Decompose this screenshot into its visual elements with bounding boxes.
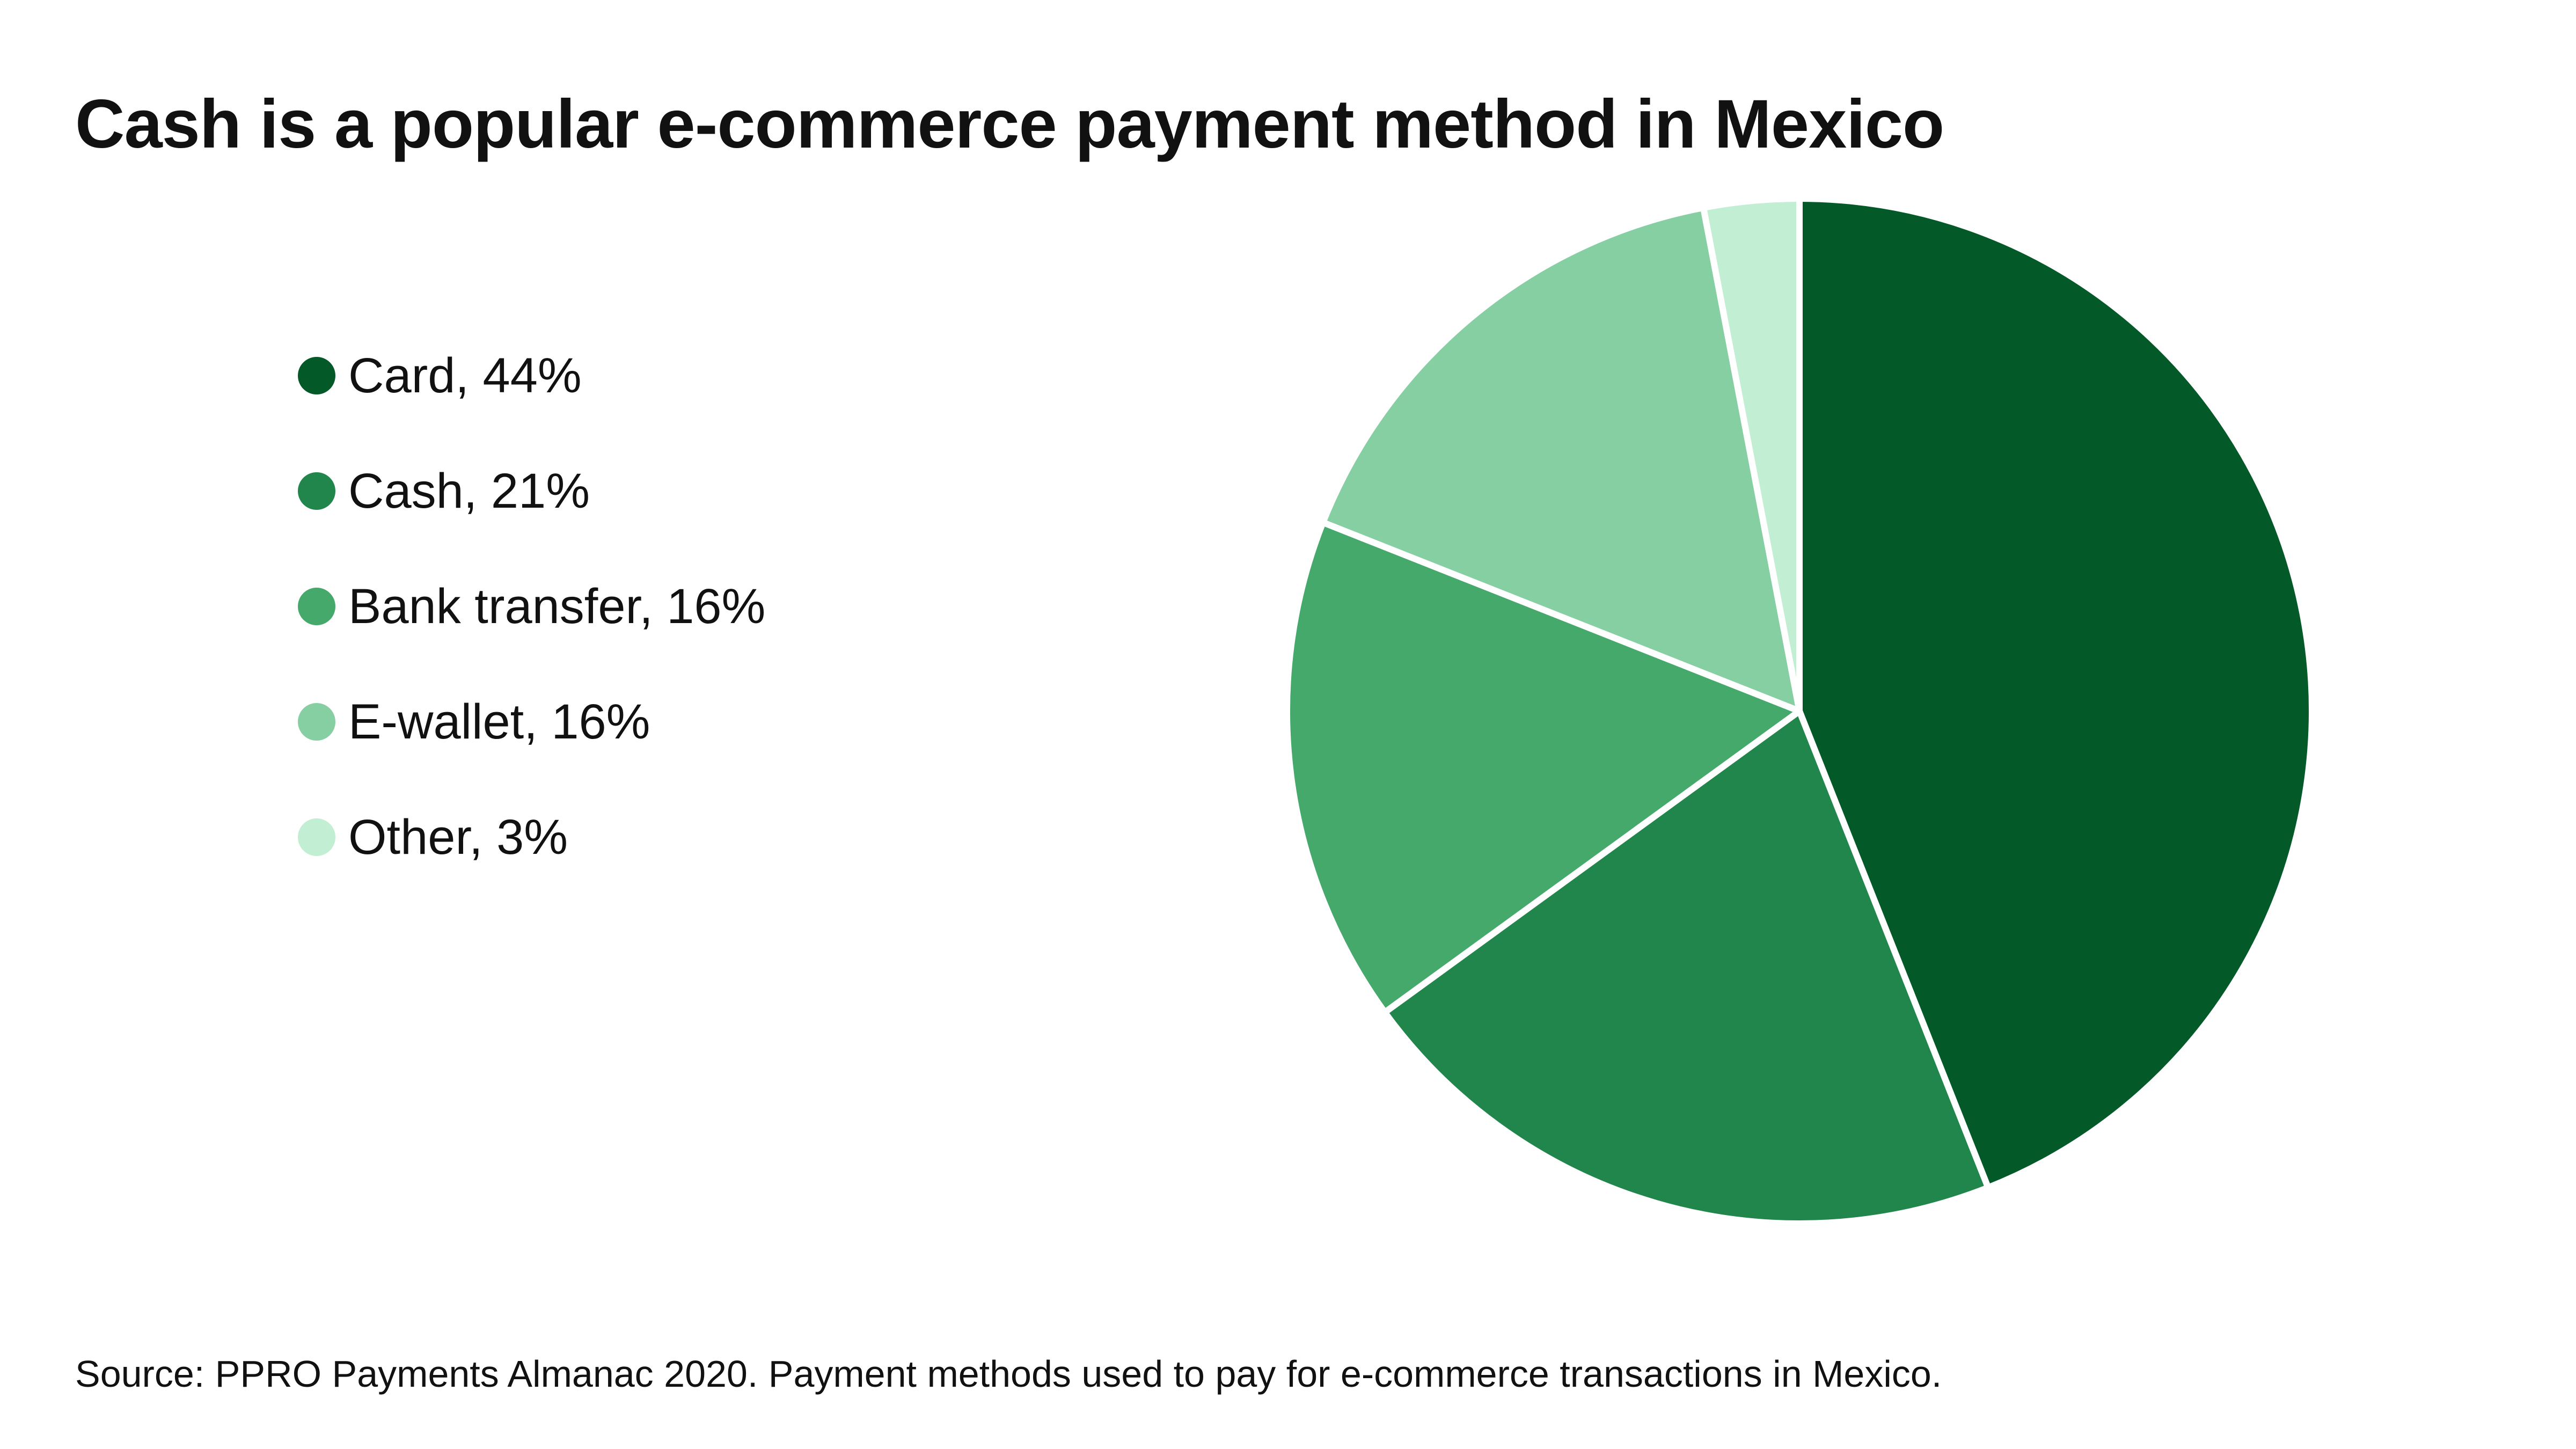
legend-label: Cash, 21%	[348, 464, 590, 518]
legend-swatch	[298, 357, 335, 394]
legend-item: Card, 44%	[298, 349, 582, 402]
legend-swatch	[298, 703, 335, 741]
legend-label: Other, 3%	[348, 810, 568, 865]
legend-item: E-wallet, 16%	[298, 695, 650, 749]
legend-label: E-wallet, 16%	[348, 694, 650, 749]
chart-title: Cash is a popular e-commerce payment met…	[75, 86, 1944, 163]
pie-slice-cash	[1381, 708, 1992, 1227]
legend-label: Bank transfer, 16%	[348, 579, 766, 634]
legend-item: Bank transfer, 16%	[298, 580, 765, 633]
legend-swatch	[298, 818, 335, 856]
legend-swatch	[298, 472, 335, 510]
pie-slice-bank-transfer	[1284, 519, 1803, 1016]
legend-item: Cash, 21%	[298, 464, 590, 518]
pie-slice-e-wallet	[1320, 204, 1803, 714]
legend-item: Other, 3%	[298, 810, 568, 864]
pie-slice-card	[1796, 195, 2315, 1191]
legend-swatch	[298, 588, 335, 625]
legend-label: Card, 44%	[348, 348, 582, 403]
source-note: Source: PPRO Payments Almanac 2020. Paym…	[75, 1353, 1942, 1395]
pie-slice-other	[1700, 195, 1803, 714]
